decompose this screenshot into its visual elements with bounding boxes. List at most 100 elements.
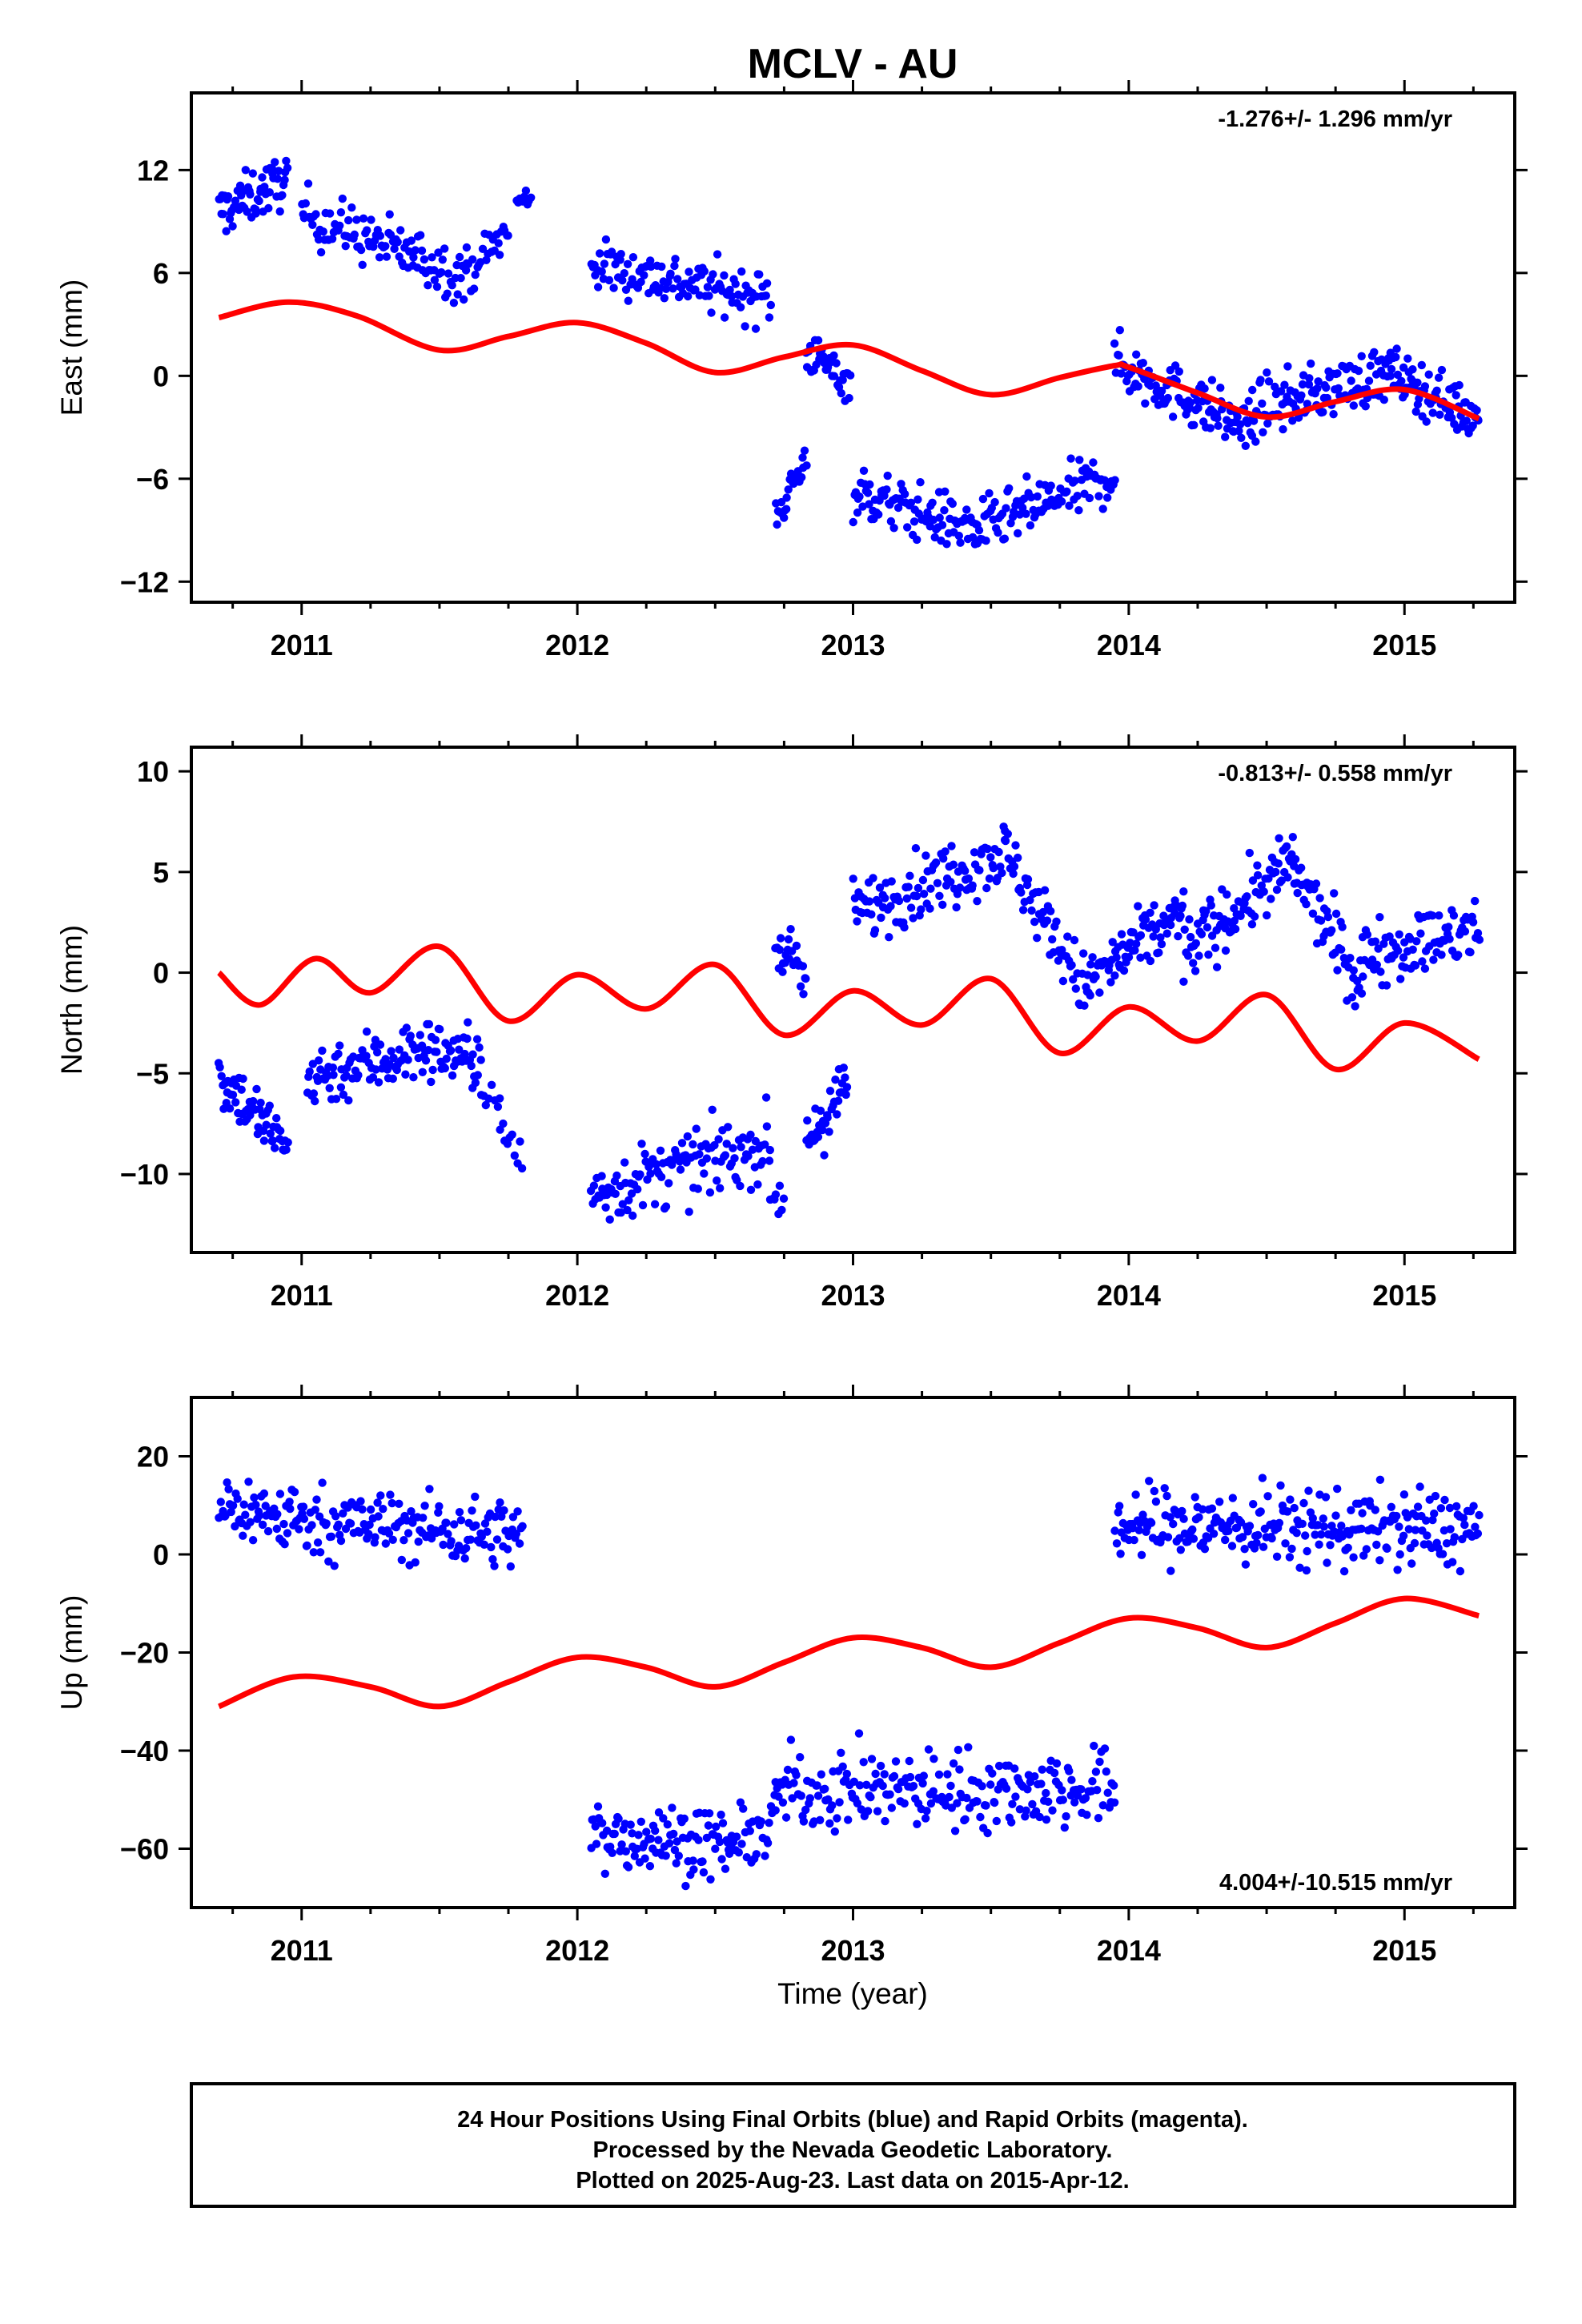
data-point [734,1848,743,1857]
data-point [854,1729,864,1738]
data-point [215,1063,224,1072]
data-point [225,1104,235,1113]
data-point [815,1815,825,1824]
data-point [938,900,947,910]
data-point [1475,935,1484,944]
data-point [1438,1550,1447,1558]
data-point [1002,504,1010,513]
data-point [741,322,749,331]
data-point [375,253,384,262]
data-point [258,1520,267,1530]
data-point [1014,853,1022,862]
data-point [1141,399,1150,408]
data-point [252,1084,261,1094]
data-point [721,1151,730,1160]
data-point [449,299,459,308]
data-point [1166,1513,1174,1522]
data-point [1349,401,1359,410]
data-point [865,480,874,489]
data-point [1188,1525,1197,1534]
data-point [623,1205,632,1215]
data-point [285,1498,294,1506]
data-series-8 [802,1063,852,1160]
data-point [708,1105,717,1115]
data-point [1089,458,1098,467]
data-point [813,336,823,345]
data-point [1088,1777,1097,1786]
data-point [390,244,399,253]
data-point [964,874,974,883]
data-point [1471,1522,1480,1531]
data-point [778,967,787,976]
data-point [946,878,955,887]
data-point [1436,1504,1446,1513]
data-point [1423,1531,1431,1540]
data-point [695,1150,704,1159]
data-series-7 [771,925,810,999]
data-point [244,1478,253,1486]
data-point [373,1047,382,1057]
data-point [1267,895,1275,903]
data-point [424,281,432,290]
data-point [729,1144,737,1152]
plot-frame [190,746,1516,1254]
data-point [1106,978,1115,987]
data-point [751,1136,760,1146]
data-point [636,1817,645,1826]
data-point [926,884,935,893]
data-point [1160,1484,1169,1493]
data-series-13 [1290,854,1367,1011]
data-point [1093,1786,1102,1795]
data-point [1091,972,1100,981]
data-point [777,1205,786,1215]
data-point [1322,383,1331,392]
data-point [1314,377,1323,386]
data-point [1431,1491,1440,1501]
model-curve [218,1595,1480,1710]
data-point [789,1779,798,1787]
data-point [1473,1529,1483,1538]
data-point [427,1077,436,1087]
data-point [436,1025,444,1034]
data-point [630,1852,639,1860]
data-point [618,1200,627,1208]
data-point [1073,492,1082,501]
data-point [1086,991,1094,1000]
data-point [1037,1779,1046,1788]
data-point [335,1041,344,1050]
y-tick-label: 0 [153,360,169,392]
data-point [1070,476,1079,485]
data-point [376,1491,385,1500]
data-point [1157,939,1166,949]
data-point [409,253,418,262]
data-point [418,1068,427,1077]
data-point [817,1125,827,1135]
y-tick-label: 0 [153,1538,169,1571]
data-point [1180,925,1189,935]
north-panel: 2011 2012 2013 2014 2015 10 5 0 −5 −10 North (mm) -… [55,734,1528,1312]
data-point [1347,993,1357,1002]
data-point [434,248,443,257]
data-point [605,1215,614,1224]
data-point [739,1804,748,1813]
data-point [448,1071,457,1080]
data-point [985,874,994,883]
data-point [863,489,873,497]
data-point [1146,908,1154,918]
data-point [1349,1553,1358,1562]
data-point [490,1562,499,1570]
data-point [753,1180,762,1189]
data-point [978,494,988,504]
data-point [1200,384,1209,393]
data-point [373,1498,382,1507]
data-point [295,1525,303,1534]
data-point [508,1130,516,1140]
data-point [1011,1792,1020,1801]
data-point [1434,373,1443,382]
data-point [407,1507,416,1516]
footer-line-3: Plotted on 2025-Aug-23. Last data on 201… [576,2168,1129,2193]
data-point [352,215,361,224]
data-point [988,1769,997,1778]
data-point [849,875,857,883]
data-point [1308,1514,1318,1523]
